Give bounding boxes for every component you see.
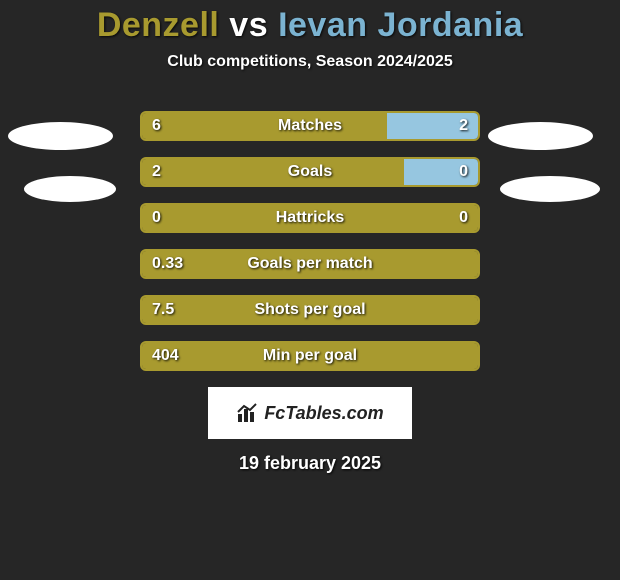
- stat-label: Hattricks: [140, 203, 480, 233]
- stat-label: Min per goal: [140, 341, 480, 371]
- decorative-ellipse: [8, 122, 113, 150]
- stat-row: 7.5Shots per goal: [0, 295, 620, 325]
- subtitle: Club competitions, Season 2024/2025: [0, 53, 620, 71]
- brand-chart-icon: [236, 402, 260, 424]
- decorative-ellipse: [500, 176, 600, 202]
- brand-text: FcTables.com: [264, 403, 383, 424]
- stat-row: 404Min per goal: [0, 341, 620, 371]
- stat-label: Matches: [140, 111, 480, 141]
- stats-rows: 62Matches20Goals00Hattricks0.33Goals per…: [0, 111, 620, 371]
- stat-label: Goals per match: [140, 249, 480, 279]
- stat-row: 00Hattricks: [0, 203, 620, 233]
- player1-name: Denzell: [97, 6, 220, 44]
- decorative-ellipse: [488, 122, 593, 150]
- date-line: 19 february 2025: [0, 453, 620, 474]
- stat-label: Goals: [140, 157, 480, 187]
- vs-separator: vs: [219, 6, 278, 44]
- player2-name: Ievan Jordania: [278, 6, 523, 44]
- stat-label: Shots per goal: [140, 295, 480, 325]
- comparison-card: Denzell vs Ievan Jordania Club competiti…: [0, 0, 620, 474]
- decorative-ellipse: [24, 176, 116, 202]
- stat-row: 0.33Goals per match: [0, 249, 620, 279]
- page-title: Denzell vs Ievan Jordania: [0, 6, 620, 45]
- brand-box: FcTables.com: [208, 387, 412, 439]
